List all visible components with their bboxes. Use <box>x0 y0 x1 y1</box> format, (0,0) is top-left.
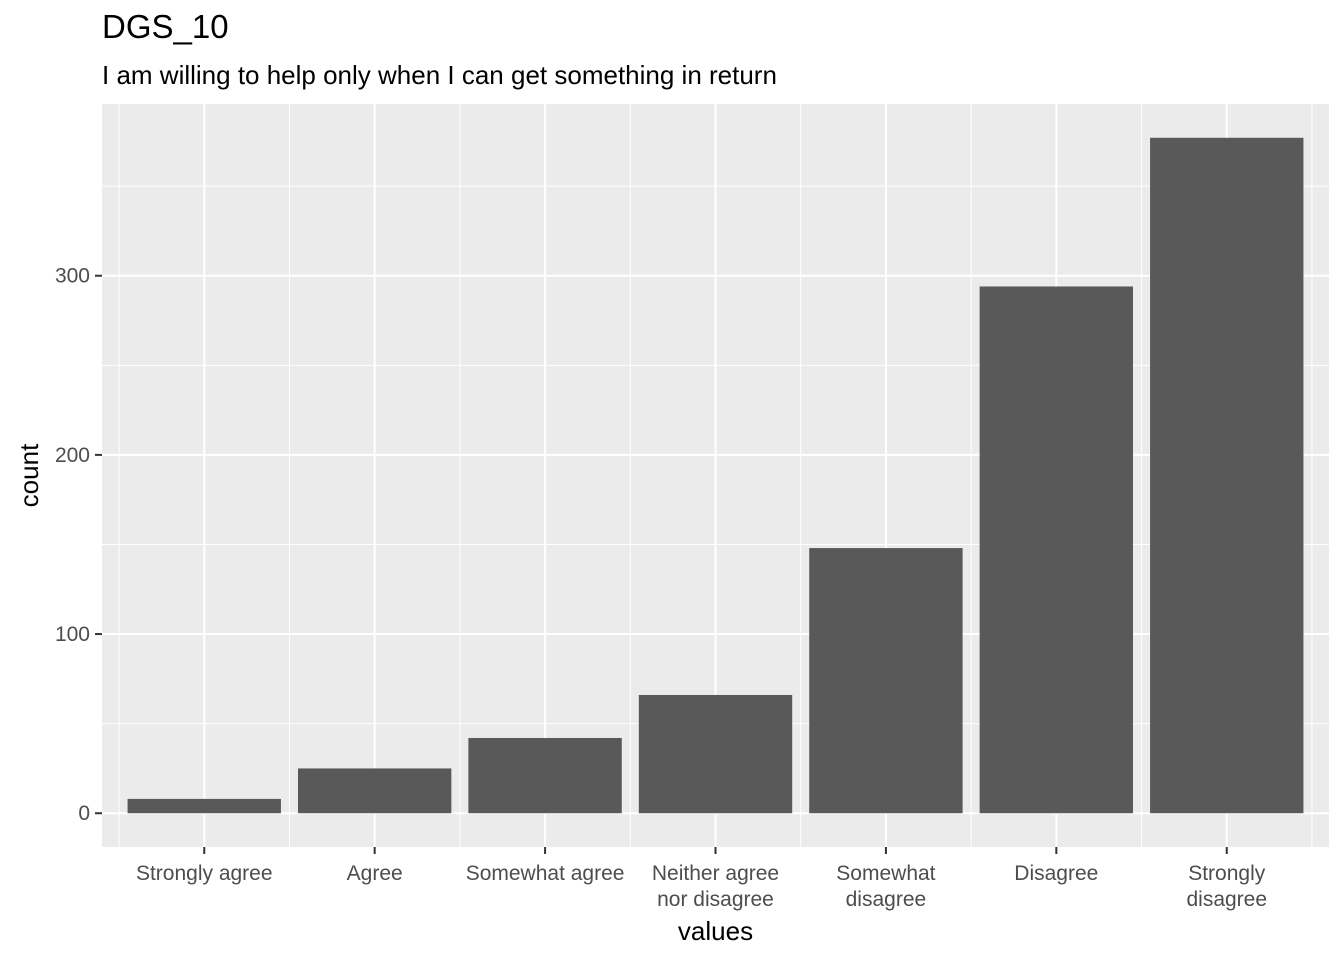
x-tick-label-line: Somewhat <box>836 862 935 885</box>
bar-agree <box>297 768 452 814</box>
bar-disagree <box>979 286 1134 814</box>
y-axis: 0 100 200 300 <box>55 265 102 825</box>
x-tick-label: Agree <box>347 862 403 885</box>
x-tick-label: Strongly agree <box>136 862 273 885</box>
x-axis: Strongly agree Agree Somewhat agree Neither… <box>136 847 1267 911</box>
x-tick-label-line: Neither agree <box>652 862 779 885</box>
x-axis-title: values <box>678 916 753 946</box>
x-tick-label-line: Somewhat agree <box>466 862 625 885</box>
bar-somewhat-disagree <box>809 548 963 814</box>
x-tick-label-line: Agree <box>347 862 403 885</box>
bar-neither-agree-nor-disagree <box>638 694 793 814</box>
x-tick-label-line: disagree <box>846 888 927 911</box>
x-tick-label-line: disagree <box>1186 888 1267 911</box>
x-tick-label: Somewhat disagree <box>836 862 935 911</box>
y-tick-label: 300 <box>55 265 90 288</box>
bar-somewhat-agree <box>468 737 622 814</box>
x-tick-label: Disagree <box>1014 862 1098 885</box>
y-tick-label: 0 <box>78 802 90 825</box>
x-tick-label-line: Strongly agree <box>136 862 273 885</box>
chart-title: DGS_10 <box>102 8 229 45</box>
bar-strongly-disagree <box>1150 137 1304 814</box>
x-tick-label-line: Disagree <box>1014 862 1098 885</box>
y-tick-label: 100 <box>55 623 90 646</box>
chart-subtitle: I am willing to help only when I can get… <box>102 60 777 90</box>
x-tick-label: Neither agree nor disagree <box>652 862 779 911</box>
y-axis-title: count <box>14 443 44 507</box>
y-tick-label: 200 <box>55 444 90 467</box>
bar-strongly-agree <box>127 798 281 814</box>
x-tick-label: Strongly disagree <box>1186 862 1267 911</box>
bars <box>127 137 1304 814</box>
x-tick-label-line: nor disagree <box>657 888 774 911</box>
x-tick-label: Somewhat agree <box>466 862 625 885</box>
x-tick-label-line: Strongly <box>1188 862 1266 885</box>
